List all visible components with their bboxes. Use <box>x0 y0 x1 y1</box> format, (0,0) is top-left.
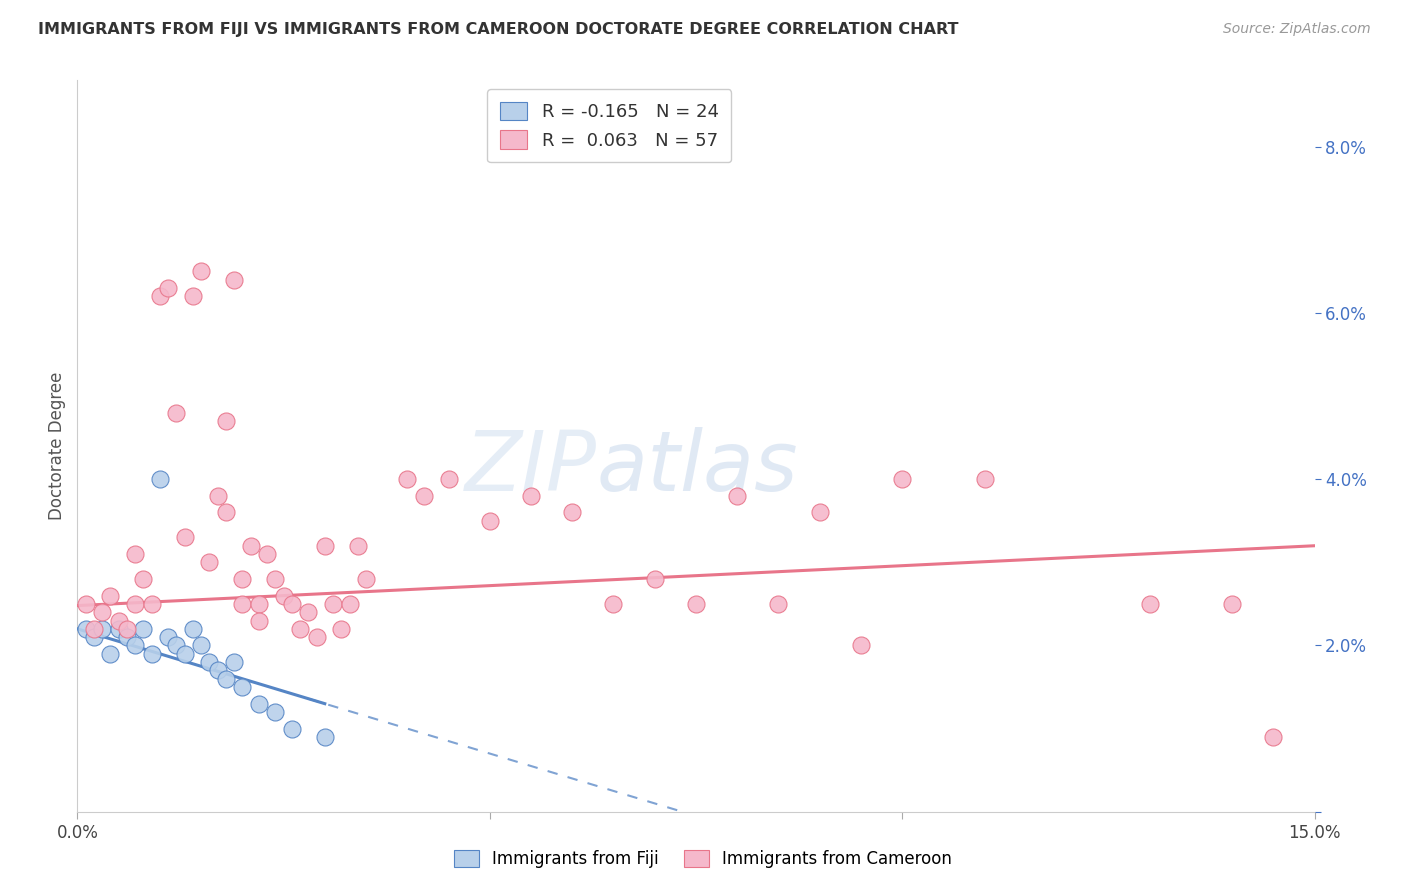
Text: Source: ZipAtlas.com: Source: ZipAtlas.com <box>1223 22 1371 37</box>
Point <box>181 622 204 636</box>
Point <box>412 489 434 503</box>
Point <box>107 622 129 636</box>
Point <box>190 264 212 278</box>
Point <box>281 722 304 736</box>
Point <box>165 639 187 653</box>
Point <box>602 597 624 611</box>
Point <box>107 614 129 628</box>
Point <box>520 489 543 503</box>
Point <box>1139 597 1161 611</box>
Point <box>247 697 270 711</box>
Point <box>273 589 295 603</box>
Point <box>396 472 419 486</box>
Legend: Immigrants from Fiji, Immigrants from Cameroon: Immigrants from Fiji, Immigrants from Ca… <box>447 843 959 875</box>
Point <box>198 555 221 569</box>
Point <box>288 622 311 636</box>
Point <box>314 539 336 553</box>
Point <box>165 406 187 420</box>
Text: ZIP: ZIP <box>465 427 598 508</box>
Point <box>561 506 583 520</box>
Point <box>124 597 146 611</box>
Point <box>725 489 748 503</box>
Point <box>768 597 790 611</box>
Point <box>91 605 114 619</box>
Point <box>132 622 155 636</box>
Point <box>141 647 163 661</box>
Point <box>215 672 238 686</box>
Point <box>247 614 270 628</box>
Point <box>215 506 238 520</box>
Text: atlas: atlas <box>598 427 799 508</box>
Point <box>322 597 344 611</box>
Point <box>330 622 353 636</box>
Point <box>149 289 172 303</box>
Point <box>644 572 666 586</box>
Point <box>973 472 995 486</box>
Point <box>141 597 163 611</box>
Point <box>91 622 114 636</box>
Point <box>231 680 253 694</box>
Point <box>305 630 328 644</box>
Point <box>215 414 238 428</box>
Point <box>83 622 105 636</box>
Point <box>339 597 361 611</box>
Point <box>346 539 368 553</box>
Point <box>247 597 270 611</box>
Point <box>239 539 262 553</box>
Text: IMMIGRANTS FROM FIJI VS IMMIGRANTS FROM CAMEROON DOCTORATE DEGREE CORRELATION CH: IMMIGRANTS FROM FIJI VS IMMIGRANTS FROM … <box>38 22 959 37</box>
Point <box>314 730 336 744</box>
Point <box>478 514 501 528</box>
Point <box>198 655 221 669</box>
Point <box>297 605 319 619</box>
Point <box>231 572 253 586</box>
Point <box>207 664 229 678</box>
Point <box>157 281 180 295</box>
Point <box>1263 730 1285 744</box>
Point <box>849 639 872 653</box>
Point <box>264 705 287 719</box>
Point <box>124 639 146 653</box>
Point <box>124 547 146 561</box>
Point <box>808 506 831 520</box>
Legend: R = -0.165   N = 24, R =  0.063   N = 57: R = -0.165 N = 24, R = 0.063 N = 57 <box>488 89 731 162</box>
Point <box>173 530 195 544</box>
Point <box>281 597 304 611</box>
Point <box>98 647 121 661</box>
Point <box>173 647 195 661</box>
Point <box>181 289 204 303</box>
Point <box>437 472 460 486</box>
Point <box>83 630 105 644</box>
Point <box>685 597 707 611</box>
Point <box>207 489 229 503</box>
Point <box>891 472 914 486</box>
Point <box>1220 597 1243 611</box>
Point <box>115 630 138 644</box>
Y-axis label: Doctorate Degree: Doctorate Degree <box>48 372 66 520</box>
Point <box>98 589 121 603</box>
Point <box>354 572 377 586</box>
Point <box>222 655 245 669</box>
Point <box>231 597 253 611</box>
Point <box>149 472 172 486</box>
Point <box>115 622 138 636</box>
Point <box>132 572 155 586</box>
Point <box>256 547 278 561</box>
Point <box>190 639 212 653</box>
Point <box>222 273 245 287</box>
Point <box>75 597 97 611</box>
Point <box>264 572 287 586</box>
Point <box>75 622 97 636</box>
Point <box>157 630 180 644</box>
